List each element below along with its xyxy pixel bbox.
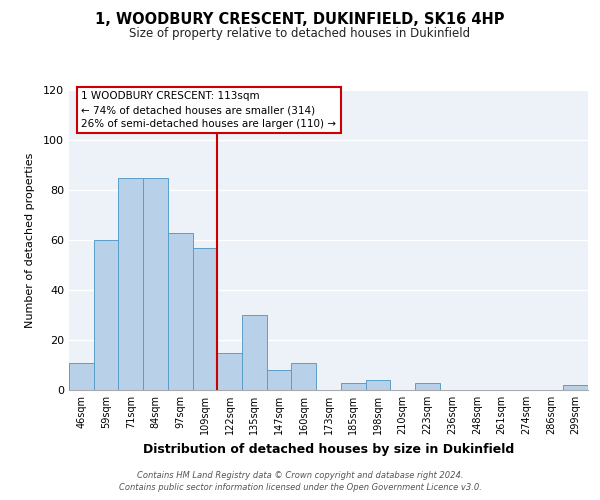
Bar: [94, 240, 118, 390]
Bar: [193, 248, 217, 390]
Text: Size of property relative to detached houses in Dukinfield: Size of property relative to detached ho…: [130, 28, 470, 40]
Text: 1 WOODBURY CRESCENT: 113sqm
← 74% of detached houses are smaller (314)
26% of se: 1 WOODBURY CRESCENT: 113sqm ← 74% of det…: [82, 91, 337, 129]
Bar: [69, 362, 94, 390]
Text: 1, WOODBURY CRESCENT, DUKINFIELD, SK16 4HP: 1, WOODBURY CRESCENT, DUKINFIELD, SK16 4…: [95, 12, 505, 28]
Bar: [292, 362, 316, 390]
Bar: [217, 352, 242, 390]
Bar: [415, 382, 440, 390]
Bar: [563, 385, 588, 390]
Bar: [267, 370, 292, 390]
Bar: [168, 232, 193, 390]
Bar: [365, 380, 390, 390]
X-axis label: Distribution of detached houses by size in Dukinfield: Distribution of detached houses by size …: [143, 442, 514, 456]
Y-axis label: Number of detached properties: Number of detached properties: [25, 152, 35, 328]
Bar: [242, 315, 267, 390]
Bar: [341, 382, 365, 390]
Text: Contains HM Land Registry data © Crown copyright and database right 2024.
Contai: Contains HM Land Registry data © Crown c…: [119, 471, 481, 492]
Bar: [118, 178, 143, 390]
Bar: [143, 178, 168, 390]
